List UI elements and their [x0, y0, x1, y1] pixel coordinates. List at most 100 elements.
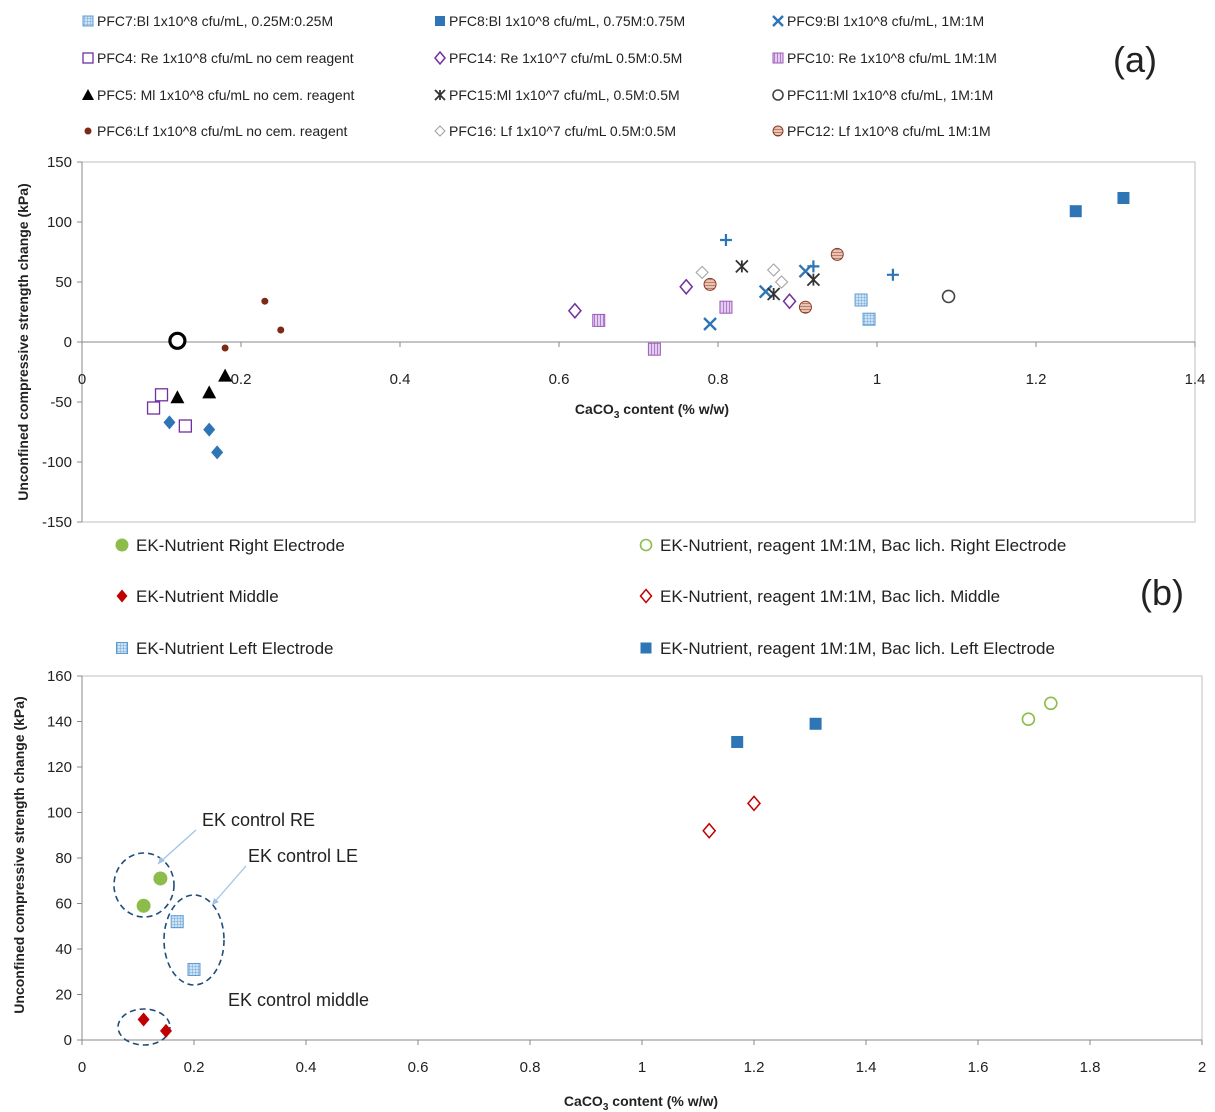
legend-entry-ek-nutrient-right-electrode: EK-Nutrient Right Electrode	[136, 536, 345, 555]
data-point-a	[862, 312, 876, 326]
panel-label-a: (a)	[1113, 39, 1157, 80]
legend-marker-b	[116, 642, 128, 654]
x-tick-label-b: 0	[78, 1059, 86, 1076]
x-tick-label-b: 2	[1198, 1059, 1206, 1076]
y-tick-label-b: 160	[47, 668, 72, 685]
y-tick-label-b: 60	[55, 896, 72, 913]
legend-entry-ek-nutrient-left-electrode: EK-Nutrient Left Electrode	[136, 639, 333, 658]
data-point-a	[170, 390, 185, 404]
data-point-b	[170, 915, 184, 929]
annotation-ellipse	[113, 852, 175, 918]
legend-marker-b	[639, 588, 653, 604]
legend-marker-a	[772, 15, 784, 27]
x-tick-label-a: 0.8	[708, 371, 729, 388]
annotation-ek-control-le: EK control LE	[248, 846, 358, 866]
data-point-a	[221, 344, 229, 352]
data-point-a	[202, 385, 217, 399]
data-point-a	[886, 268, 899, 281]
data-point-a	[758, 284, 773, 299]
x-tick-label-b: 1.2	[744, 1059, 765, 1076]
legend-marker-a	[434, 89, 446, 101]
data-point-a	[806, 272, 821, 287]
data-point-a	[679, 278, 694, 295]
data-point-a	[941, 289, 956, 304]
x-axis-label-b: CaCO3 content (% w/w)	[564, 1093, 718, 1112]
x-tick-label-b: 0.8	[520, 1059, 541, 1076]
data-point-b	[187, 962, 201, 976]
data-point-a	[592, 313, 606, 327]
legend-entry-ek-nutrient-reagent-1m-1m-bac-lich-middle: EK-Nutrient, reagent 1M:1M, Bac lich. Mi…	[660, 587, 1000, 606]
y-axis-label-a: Unconfined compressive strength change (…	[15, 183, 31, 500]
arrow-head	[212, 898, 219, 905]
x-tick-label-b: 0.2	[184, 1059, 205, 1076]
legend-entry-ek-nutrient-middle: EK-Nutrient Middle	[136, 587, 279, 606]
annotation-ellipse	[117, 1008, 171, 1046]
legend-marker-a	[82, 52, 94, 64]
data-point-a	[719, 300, 733, 314]
legend-entry-pfc16-lf-1x10-7-cfu-ml-0-5m-0-5m: PFC16: Lf 1x10^7 cfu/mL 0.5M:0.5M	[449, 123, 676, 139]
legend-entry-ek-nutrient-reagent-1m-1m-bac-lich-left-electrode: EK-Nutrient, reagent 1M:1M, Bac lich. Le…	[660, 639, 1055, 658]
data-point-b	[702, 822, 717, 839]
y-tick-label-b: 20	[55, 987, 72, 1004]
data-point-a	[782, 293, 797, 310]
legend-entry-pfc8-bl-1x10-8-cfu-ml-0-75m-0-75m: PFC8:Bl 1x10^8 cfu/mL, 0.75M:0.75M	[449, 13, 685, 29]
data-point-a	[163, 415, 176, 430]
data-point-b	[153, 871, 168, 886]
data-point-a	[146, 401, 161, 415]
data-point-a	[647, 342, 661, 356]
y-tick-label-a: 150	[47, 154, 72, 171]
x-tick-label-b: 1	[638, 1059, 646, 1076]
x-tick-label-b: 0.4	[296, 1059, 317, 1076]
legend-entry-pfc14-re-1x10-7-cfu-ml-0-5m-0-5m: PFC14: Re 1x10^7 cfu/mL 0.5M:0.5M	[449, 50, 682, 66]
data-point-a	[261, 297, 269, 305]
y-tick-label-a: -150	[42, 514, 72, 531]
y-tick-label-a: 100	[47, 214, 72, 231]
legend-entry-pfc5-ml-1x10-8-cfu-ml-no-cem-reagent: PFC5: Ml 1x10^8 cfu/mL no cem. reagent	[97, 87, 354, 103]
data-point-b	[160, 1023, 172, 1038]
x-tick-label-a: 1	[873, 371, 881, 388]
data-point-b	[731, 735, 744, 748]
legend-entry-pfc10-re-1x10-8-cfu-ml-1m-1m: PFC10: Re 1x10^8 cfu/mL 1M:1M	[787, 50, 997, 66]
legend-entry-pfc4-re-1x10-8-cfu-ml-no-cem-reagent: PFC4: Re 1x10^8 cfu/mL no cem reagent	[97, 50, 354, 66]
legend-marker-b	[115, 538, 129, 552]
data-point-a	[807, 260, 820, 273]
data-point-a	[154, 388, 169, 402]
x-tick-label-b: 1.4	[856, 1059, 877, 1076]
y-tick-label-b: 140	[47, 714, 72, 731]
x-tick-label-a: 0.4	[390, 371, 411, 388]
x-axis-label-a: CaCO3 content (% w/w)	[575, 401, 729, 421]
annotation-arrow	[211, 865, 247, 906]
legend-a: PFC7:Bl 1x10^8 cfu/mL, 0.25M:0.25M PFC8:B…	[82, 13, 997, 139]
data-point-a	[766, 263, 781, 277]
legend-marker-a	[772, 89, 784, 101]
data-point-a	[735, 259, 749, 274]
legend-marker-b	[116, 589, 128, 603]
x-tick-label-a: 0.6	[549, 371, 570, 388]
y-tick-label-a: 0	[64, 334, 72, 351]
arrow-head	[158, 857, 165, 864]
legend-entry-pfc11-ml-1x10-8-cfu-ml-1m-1m: PFC11:Ml 1x10^8 cfu/mL, 1M:1M	[787, 87, 993, 103]
legend-marker-a	[84, 127, 92, 135]
axes-a	[81, 161, 1196, 523]
annotation-arrow	[157, 829, 197, 865]
legend-b: EK-Nutrient Right Electrode EK-Nutrient, …	[115, 536, 1066, 658]
x-tick-label-a: 1.4	[1185, 371, 1206, 388]
y-tick-label-b: 80	[55, 850, 72, 867]
data-point-b	[136, 898, 151, 913]
data-point-a	[178, 419, 193, 433]
data-point-a	[218, 368, 233, 382]
y-tick-label-a: -100	[42, 454, 72, 471]
legend-marker-b	[640, 642, 652, 654]
x-tick-label-a: 0.2	[231, 371, 252, 388]
legend-entry-pfc9-bl-1x10-8-cfu-ml-1m-1m: PFC9:Bl 1x10^8 cfu/mL, 1M:1M	[787, 13, 984, 29]
data-point-a	[830, 247, 844, 261]
data-point-a	[719, 234, 732, 246]
data-point-a	[1117, 192, 1130, 204]
data-point-a	[703, 317, 717, 331]
annotation-ellipse	[163, 894, 225, 986]
data-point-a	[774, 275, 789, 289]
legend-marker-a	[82, 15, 94, 27]
y-tick-label-b: 120	[47, 759, 72, 776]
annotation-ek-control-re: EK control RE	[202, 810, 315, 830]
data-point-b	[809, 717, 822, 730]
